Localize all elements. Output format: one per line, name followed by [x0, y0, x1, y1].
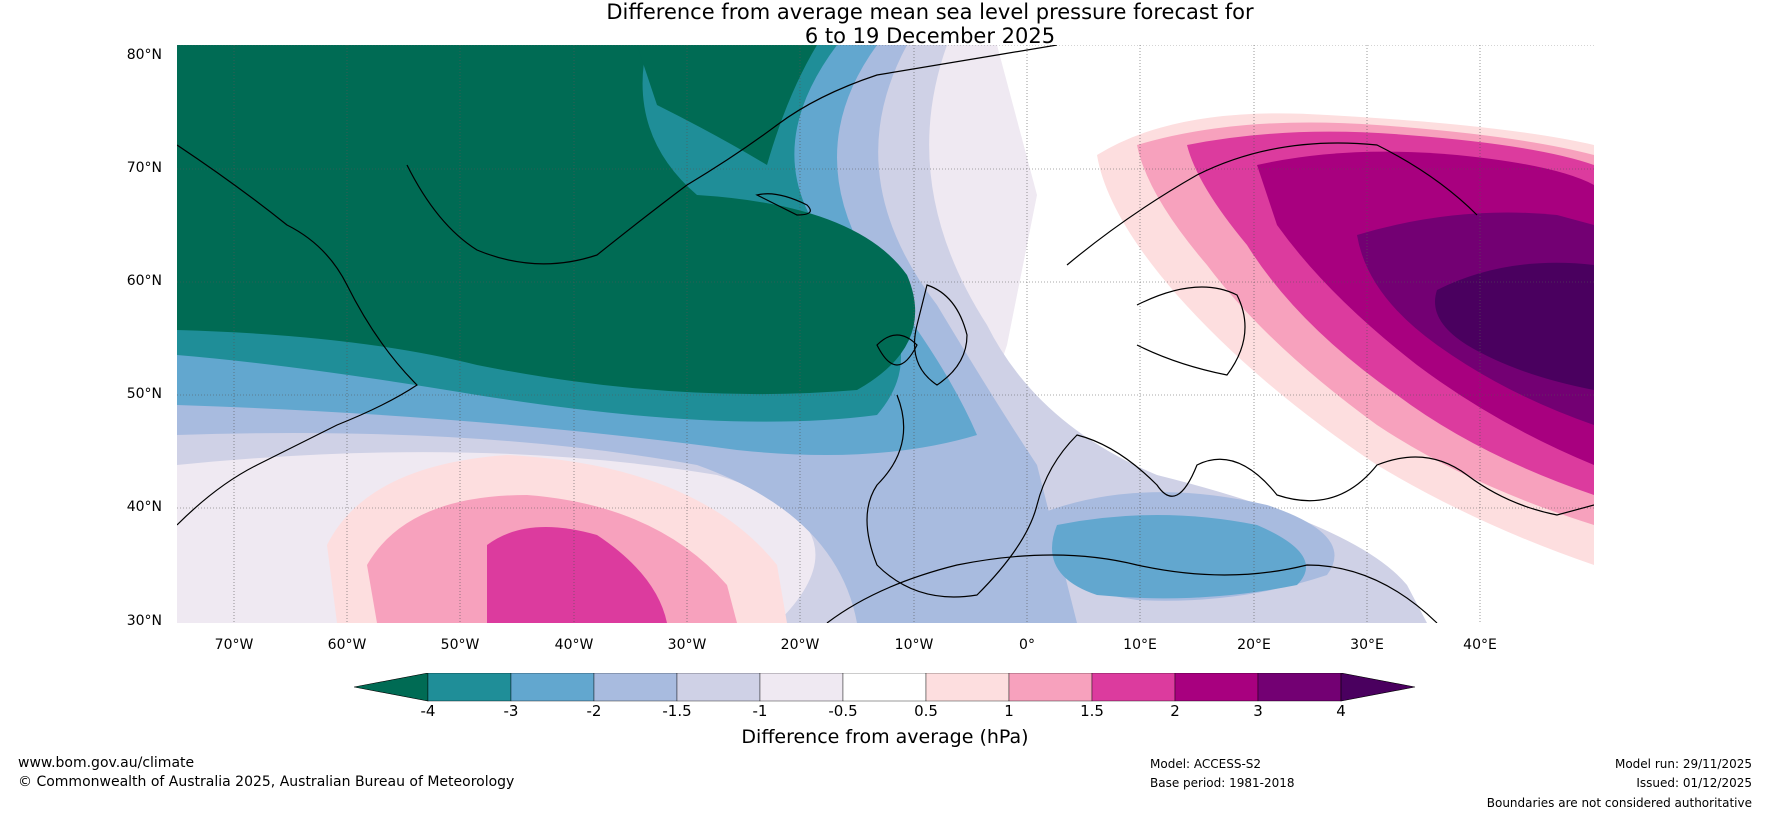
lat-label-50n: 50°N — [126, 386, 162, 402]
lon-label-10e: 10°E — [1123, 637, 1157, 653]
colorbar-tick-label: 1 — [1004, 702, 1014, 720]
footer-base-period: Base period: 1981-2018 — [1150, 776, 1295, 790]
lon-label-40e: 40°E — [1463, 637, 1497, 653]
lat-label-80n: 80°N — [126, 47, 162, 63]
colorbar-tick-label: 1.5 — [1080, 702, 1104, 720]
field-pos-1-5-sub — [487, 527, 667, 623]
colorbar-tick-label: -1 — [752, 702, 768, 720]
colorbar-bin-8 — [1008, 672, 1093, 702]
lon-label-30e: 30°E — [1350, 637, 1384, 653]
title-line-1: Difference from average mean sea level p… — [606, 0, 1254, 24]
graticule — [177, 45, 1594, 623]
colorbar-bin-11 — [1257, 672, 1342, 702]
colorbar-bin-2 — [510, 672, 595, 702]
footer-website: www.bom.gov.au/climate — [18, 755, 195, 771]
colorbar-extend-low — [353, 672, 429, 702]
colorbar-tick-label: -1.5 — [662, 702, 692, 720]
lon-label-20e: 20°E — [1237, 637, 1271, 653]
lat-label-60n: 60°N — [126, 273, 162, 289]
colorbar-tick-label: -4 — [420, 702, 436, 720]
lat-label-30n: 30°N — [126, 613, 162, 629]
footer-copyright: © Commonwealth of Australia 2025, Austra… — [18, 774, 515, 790]
lat-label-70n: 70°N — [126, 160, 162, 176]
field-med-neg-2 — [1052, 515, 1306, 599]
field-pos-4 — [1435, 262, 1594, 390]
colorbar-tick-label: 0.5 — [914, 702, 938, 720]
colorbar-bin-5 — [759, 672, 844, 702]
title-line-2: 6 to 19 December 2025 — [804, 24, 1056, 48]
field-neg-4 — [177, 45, 916, 395]
footer-model-run: Model run: 29/11/2025 — [1614, 757, 1752, 771]
colorbar-tick-label: 3 — [1253, 702, 1263, 720]
lon-label-0: 0° — [1019, 637, 1035, 653]
colorbar-tick-label: 4 — [1336, 702, 1346, 720]
colorbar-extend-high — [1340, 672, 1416, 702]
anomaly-map — [177, 45, 1594, 623]
colorbar-bin-6 — [842, 672, 927, 702]
coastlines — [177, 45, 1594, 623]
colorbar-tick-label: 2 — [1170, 702, 1180, 720]
field-neg-4-north — [637, 45, 817, 165]
colorbar-label: Difference from average (hPa) — [741, 726, 1029, 748]
colorbar-tick-label: -2 — [586, 702, 602, 720]
colorbar-bin-1 — [427, 672, 512, 702]
footer-disclaimer: Boundaries are not considered authoritat… — [1486, 796, 1752, 810]
lat-label-40n: 40°N — [126, 499, 162, 515]
colorbar-bin-9 — [1091, 672, 1176, 702]
colorbar-bin-10 — [1174, 672, 1259, 702]
colorbar-bin-4 — [676, 672, 761, 702]
colorbar-tick-label: -3 — [503, 702, 519, 720]
colorbar-tick-label: -0.5 — [828, 702, 858, 720]
footer-model: Model: ACCESS-S2 — [1150, 757, 1262, 771]
footer-issued: Issued: 01/12/2025 — [1636, 776, 1752, 790]
map-title: Difference from average mean sea level p… — [0, 0, 1770, 48]
colorbar-svg — [353, 672, 1416, 702]
lon-label-60w: 60°W — [327, 637, 367, 653]
lon-label-70w: 70°W — [214, 637, 254, 653]
map-svg — [177, 45, 1594, 623]
lon-label-10w: 10°W — [894, 637, 934, 653]
lon-label-50w: 50°W — [440, 637, 480, 653]
colorbar-bin-7 — [925, 672, 1010, 702]
colorbar-bin-3 — [593, 672, 678, 702]
lon-label-40w: 40°W — [554, 637, 594, 653]
colorbar — [353, 672, 1418, 707]
lon-label-30w: 30°W — [667, 637, 707, 653]
lon-label-20w: 20°W — [780, 637, 820, 653]
